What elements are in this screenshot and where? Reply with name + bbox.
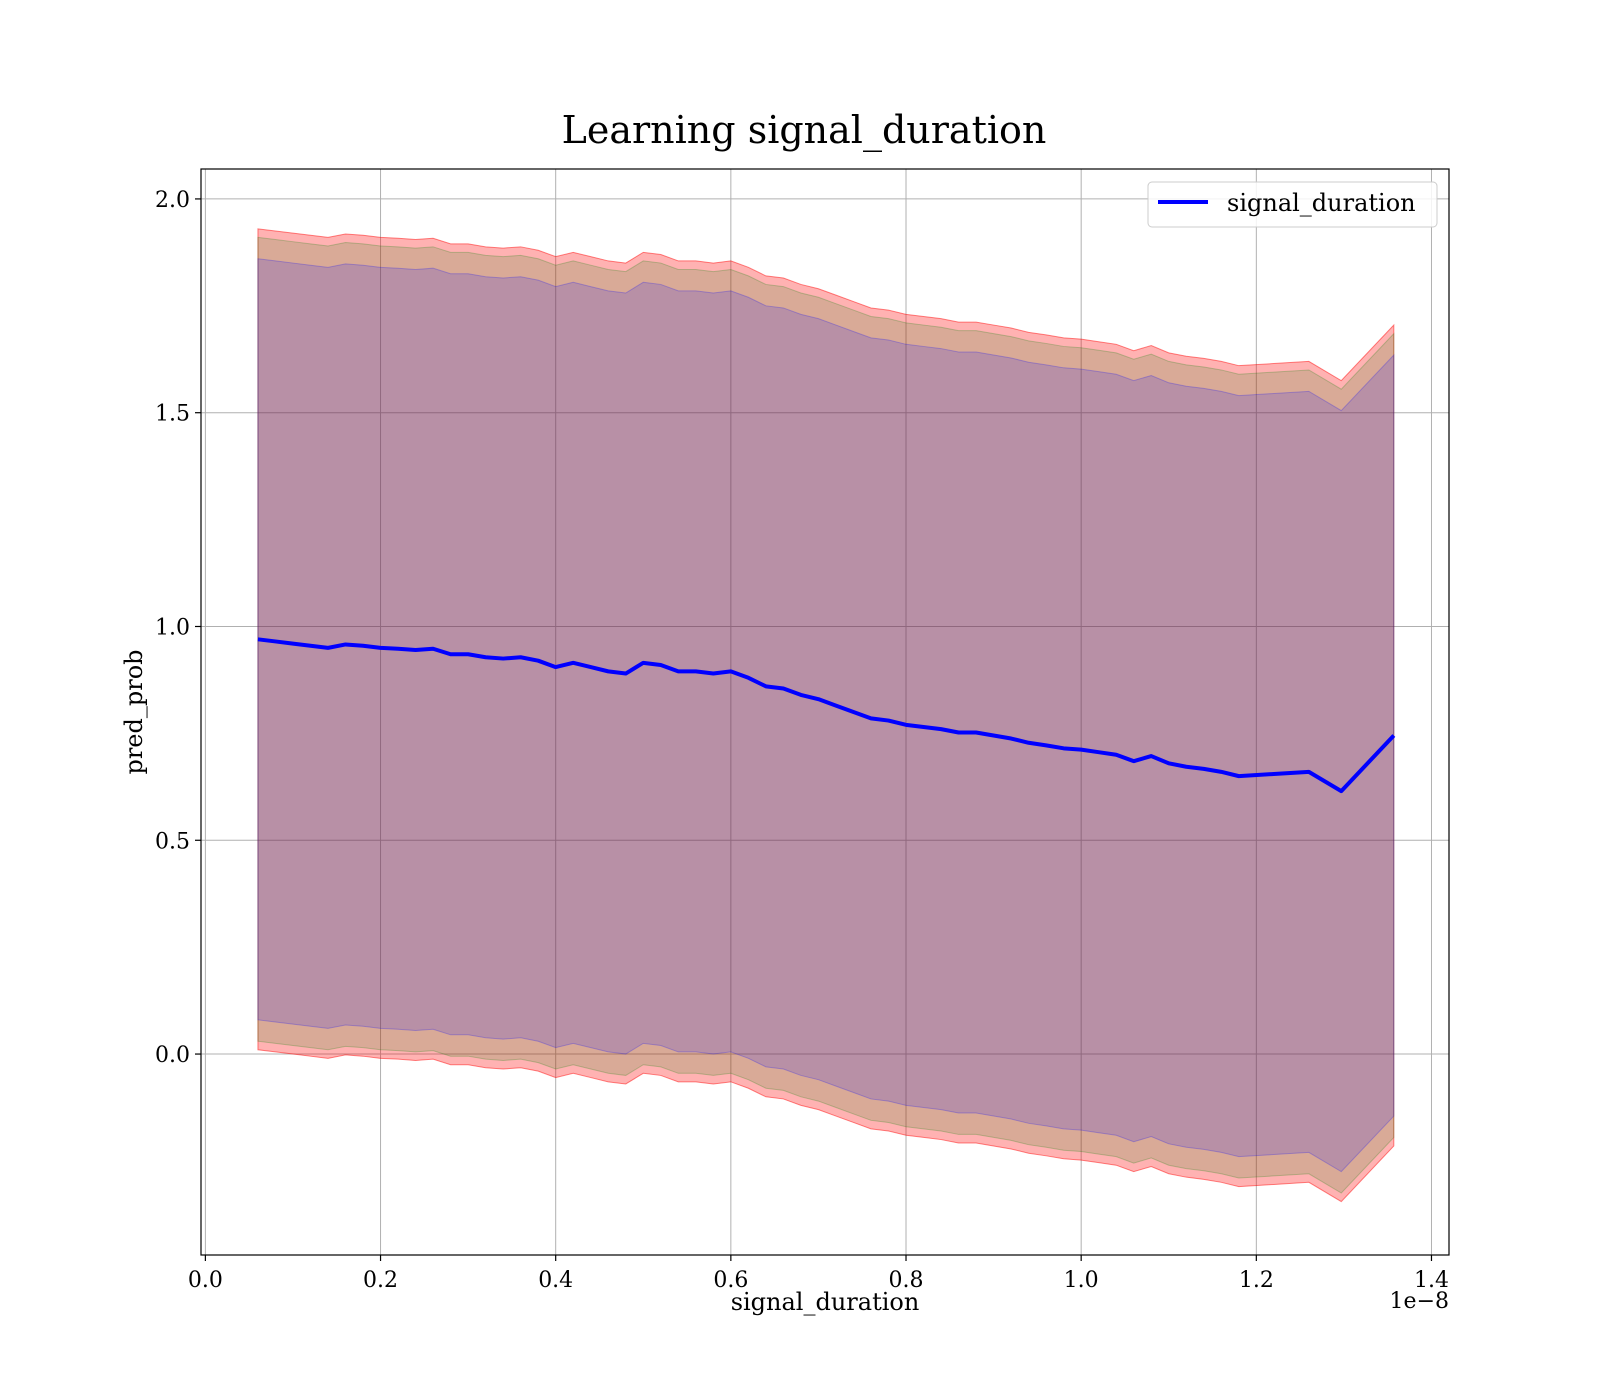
x-tick-label: 1.2: [1239, 1268, 1274, 1293]
confidence-band: [257, 228, 1395, 1203]
y-axis-title: pred_prob: [120, 649, 148, 774]
confidence-band: [257, 258, 1395, 1173]
grid-lines: [201, 169, 1449, 1255]
plot-frame: [200, 168, 1450, 1256]
y-tick-label: 2.0: [155, 188, 190, 213]
confidence-band: [257, 236, 1395, 1194]
y-tick-label: 0.0: [155, 1043, 190, 1068]
x-tick-label: 0.6: [713, 1268, 748, 1293]
x-tick-label: 1.0: [1064, 1268, 1099, 1293]
legend-box: [1147, 181, 1438, 228]
x-axis-offset-label: 1e−8: [1390, 1289, 1449, 1314]
legend: signal_duration: [1147, 181, 1438, 228]
series-line: [257, 637, 1396, 794]
x-tick-label: 0.4: [538, 1268, 573, 1293]
legend-label: signal_duration: [1227, 189, 1416, 217]
x-tick-label: 1.4: [1414, 1268, 1449, 1293]
axis-ticks: 0.0 0.2 0.4 0.6 0.8 1.0 1.2 1.4 0.0 0.5 1.0 1.5 2.0: [155, 188, 1449, 1293]
x-tick-label: 0.2: [363, 1268, 398, 1293]
x-tick-label: 0.8: [889, 1268, 924, 1293]
y-tick-label: 1.5: [155, 402, 190, 427]
series-lines: [257, 637, 1396, 794]
y-tick-label: 0.5: [155, 829, 190, 854]
uncertainty-bands: [257, 228, 1395, 1203]
x-tick-label: 0.0: [188, 1268, 223, 1293]
plot-area: 0.0 0.2 0.4 0.6 0.8 1.0 1.2 1.4 0.0 0.5 1.0 1.5 2.0: [155, 168, 1450, 1293]
y-tick-label: 1.0: [155, 615, 190, 640]
chart-title: Learning signal_duration: [562, 108, 1047, 153]
x-axis-title: signal_duration: [731, 1288, 920, 1316]
